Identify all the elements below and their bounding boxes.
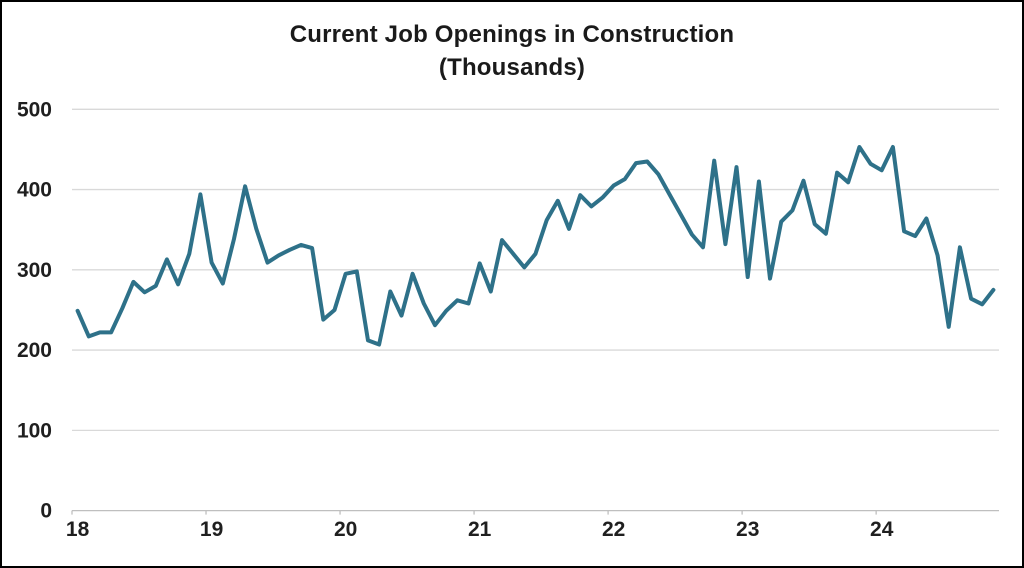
y-tick-label: 100 (17, 419, 52, 442)
y-tick-label: 500 (17, 98, 52, 121)
x-tick-label: 22 (602, 518, 625, 541)
x-tick-label: 24 (870, 518, 894, 541)
y-tick-label: 300 (17, 259, 52, 282)
x-tick-label: 20 (334, 518, 357, 541)
x-tick-label: 23 (736, 518, 759, 541)
x-tick-label: 19 (200, 518, 223, 541)
data-series-line (75, 145, 996, 347)
x-tick-label: 21 (468, 518, 492, 541)
x-tick-label: 18 (66, 518, 90, 541)
y-tick-label: 0 (40, 500, 52, 523)
y-tick-label: 200 (17, 339, 52, 362)
y-tick-label: 400 (17, 179, 52, 202)
